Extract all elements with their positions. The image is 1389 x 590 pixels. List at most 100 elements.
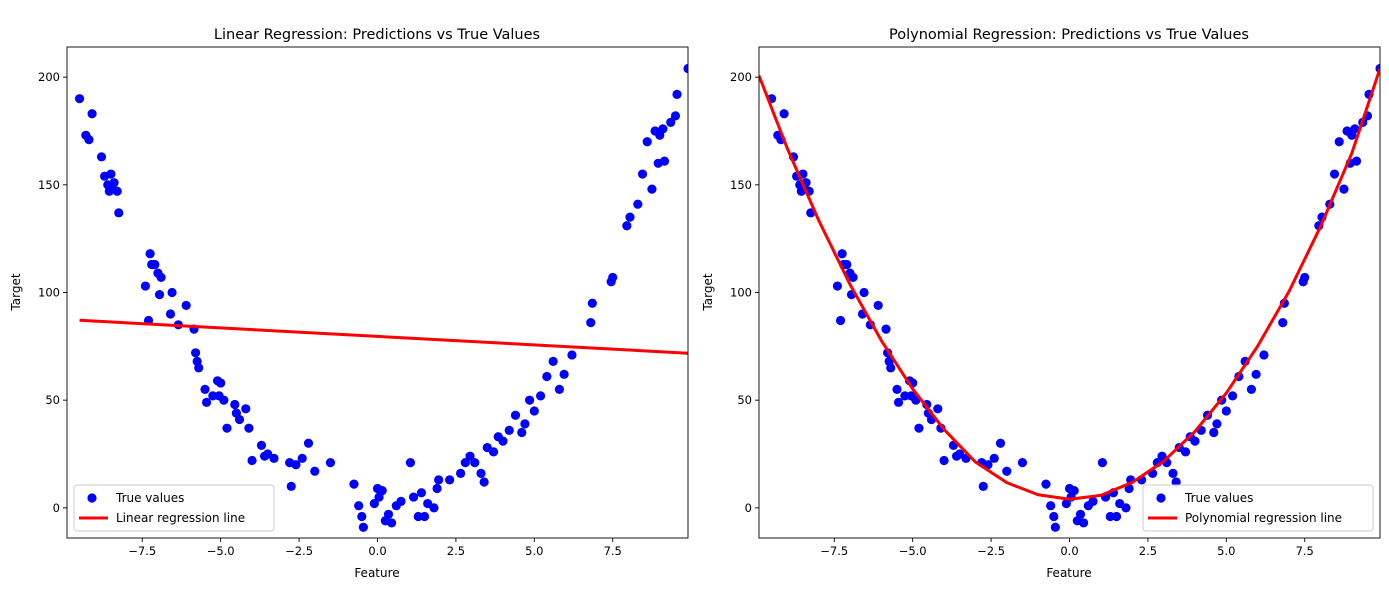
linear-data-point bbox=[291, 460, 301, 470]
linear-data-point bbox=[666, 117, 676, 127]
polynomial-data-point bbox=[1278, 318, 1288, 328]
linear-x-tick-label: −2.5 bbox=[285, 544, 313, 558]
polynomial-data-point bbox=[939, 455, 949, 466]
polynomial-data-point bbox=[893, 397, 904, 407]
linear-data-point bbox=[354, 501, 364, 511]
polynomial-scatter-series bbox=[766, 63, 1380, 532]
polynomial-x-tick-label: −5.0 bbox=[899, 544, 927, 558]
polynomial-data-point bbox=[1221, 406, 1231, 416]
polynomial-legend: True values Polynomial regression line bbox=[1142, 484, 1374, 532]
linear-data-point bbox=[325, 458, 336, 468]
linear-data-point bbox=[286, 481, 296, 491]
polynomial-y-tick-label: 150 bbox=[730, 178, 752, 192]
polynomial-data-point bbox=[1111, 511, 1122, 522]
polynomial-x-tick-label: 0.0 bbox=[1060, 544, 1078, 558]
linear-data-point bbox=[659, 156, 670, 166]
polynomial-data-point bbox=[1339, 184, 1349, 194]
linear-data-point bbox=[504, 425, 514, 435]
polynomial-x-tick-label: 5.0 bbox=[1217, 544, 1235, 558]
polynomial-data-point bbox=[1017, 458, 1028, 468]
linear-data-point bbox=[74, 94, 85, 104]
linear-data-point bbox=[154, 290, 165, 300]
linear-data-point bbox=[567, 350, 577, 360]
linear-data-point bbox=[303, 438, 314, 448]
linear-data-point bbox=[683, 63, 688, 74]
polynomial-x-axis-label: Feature bbox=[1046, 566, 1091, 580]
polynomial-data-point bbox=[933, 404, 943, 414]
polynomial-data-point bbox=[1171, 477, 1181, 487]
linear-data-point bbox=[535, 391, 546, 401]
linear-data-point bbox=[647, 184, 657, 194]
linear-data-point bbox=[112, 186, 122, 196]
polynomial-data-point bbox=[1251, 369, 1261, 379]
linear-data-point bbox=[156, 272, 166, 283]
linear-data-point bbox=[140, 281, 151, 291]
linear-data-point bbox=[633, 199, 643, 209]
linear-data-point bbox=[96, 152, 107, 162]
polynomial-data-point bbox=[1088, 496, 1098, 506]
linear-data-point bbox=[419, 511, 430, 522]
linear-data-point bbox=[230, 399, 240, 410]
linear-data-point bbox=[434, 475, 444, 485]
polynomial-y-axis-label: Target bbox=[701, 273, 715, 311]
linear-data-point bbox=[87, 109, 97, 119]
polynomial-legend-box bbox=[1142, 484, 1374, 532]
linear-data-point bbox=[510, 410, 521, 420]
linear-data-point bbox=[190, 348, 201, 358]
polynomial-data-point bbox=[1046, 501, 1056, 511]
polynomial-data-point bbox=[1259, 350, 1269, 360]
polynomial-data-point bbox=[1351, 156, 1362, 166]
linear-x-tick-label: −5.0 bbox=[207, 544, 235, 558]
linear-data-point bbox=[542, 371, 552, 382]
polynomial-data-point bbox=[1050, 522, 1060, 532]
linear-data-point bbox=[297, 453, 307, 463]
linear-data-point bbox=[622, 221, 632, 231]
polynomial-data-point bbox=[1121, 503, 1131, 513]
linear-data-point bbox=[194, 363, 204, 373]
polynomial-x-tick-label: 2.5 bbox=[1139, 544, 1157, 558]
polynomial-legend-marker-points bbox=[1156, 493, 1166, 503]
linear-data-point bbox=[456, 468, 466, 478]
polynomial-data-point bbox=[848, 272, 858, 283]
linear-data-point bbox=[200, 384, 210, 395]
polynomial-data-point bbox=[1049, 511, 1059, 522]
polynomial-data-point bbox=[1069, 486, 1079, 496]
linear-data-point bbox=[429, 503, 439, 513]
linear-data-point bbox=[517, 427, 527, 438]
linear-data-point bbox=[587, 298, 597, 308]
polynomial-axes-frame bbox=[758, 46, 1381, 539]
polynomial-data-point bbox=[1227, 391, 1238, 401]
linear-data-point bbox=[145, 249, 155, 259]
polynomial-data-point bbox=[1329, 169, 1340, 179]
linear-data-point bbox=[269, 453, 279, 463]
polynomial-y-tick-label: 50 bbox=[737, 393, 752, 407]
linear-x-tick-label: −7.5 bbox=[128, 544, 156, 558]
polynomial-x-tick-label: −2.5 bbox=[977, 544, 1005, 558]
linear-data-point bbox=[416, 488, 427, 498]
polynomial-data-point bbox=[1209, 427, 1219, 438]
polynomial-data-point bbox=[1190, 436, 1200, 446]
polynomial-data-point bbox=[1334, 137, 1344, 147]
linear-data-point bbox=[658, 124, 668, 134]
linear-data-point bbox=[465, 451, 475, 461]
linear-chart-title: Linear Regression: Predictions vs True V… bbox=[214, 27, 540, 43]
linear-data-point bbox=[520, 419, 530, 429]
linear-data-point bbox=[165, 309, 176, 319]
linear-data-point bbox=[396, 496, 406, 506]
polynomial-data-point bbox=[1168, 468, 1178, 478]
linear-scatter-series bbox=[74, 63, 688, 532]
linear-y-tick-label: 0 bbox=[53, 501, 60, 515]
linear-data-point bbox=[377, 486, 387, 496]
linear-data-point bbox=[488, 447, 499, 457]
linear-data-point bbox=[216, 378, 226, 388]
linear-data-point bbox=[244, 423, 254, 433]
polynomial-data-point bbox=[842, 259, 852, 270]
polynomial-data-point bbox=[1061, 498, 1071, 509]
linear-regression-line bbox=[79, 318, 688, 355]
polynomial-data-point bbox=[1246, 384, 1257, 395]
linear-data-point bbox=[408, 492, 419, 502]
polynomial-chart-title: Polynomial Regression: Predictions vs Tr… bbox=[889, 27, 1249, 43]
linear-legend-marker-points bbox=[87, 493, 97, 503]
polynomial-data-point bbox=[914, 423, 924, 433]
